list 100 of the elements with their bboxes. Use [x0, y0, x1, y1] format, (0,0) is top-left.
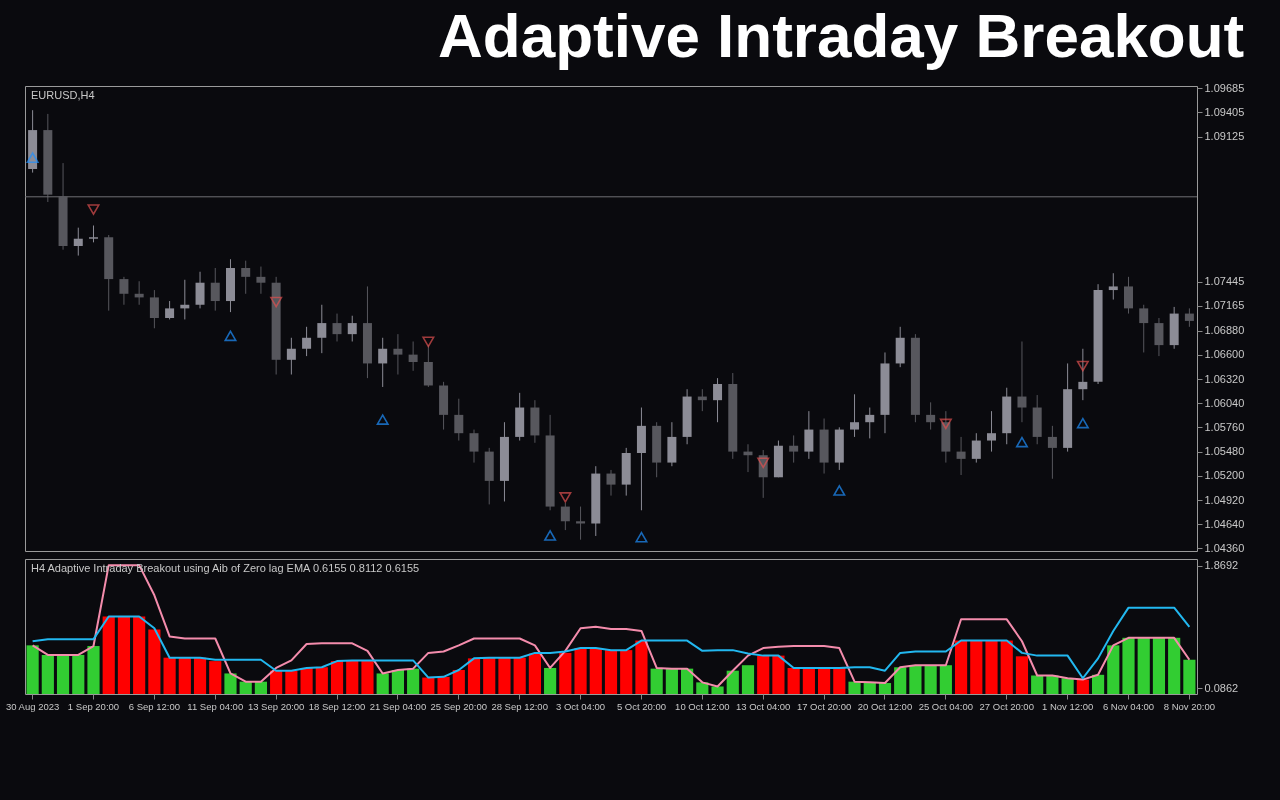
candlestick: [119, 276, 129, 306]
y-tick-label: 1.07445: [1204, 275, 1245, 288]
x-tick-label: 11 Sep 04:00: [187, 700, 244, 712]
x-tick-label: 3 Oct 04:00: [556, 700, 606, 712]
point: [939, 418, 952, 430]
line-series: [31, 606, 1191, 680]
bar: [87, 646, 100, 694]
candlestick: [971, 432, 981, 464]
point: [1015, 436, 1029, 448]
bar: [133, 616, 146, 694]
bar: [26, 645, 39, 694]
candlestick: [1108, 272, 1118, 301]
x-tick-label: 1 Nov 12:00: [1042, 700, 1094, 712]
candlestick: [560, 502, 570, 531]
bar: [254, 681, 268, 694]
y-tick-label: 1.06320: [1204, 372, 1245, 385]
annotation: EURUSD,H4: [31, 89, 95, 101]
bar: [1137, 637, 1150, 694]
candlestick: [286, 337, 296, 376]
bar: [300, 667, 313, 694]
candlestick: [1047, 425, 1057, 480]
point: [26, 152, 39, 164]
bar: [772, 655, 785, 694]
candlestick: [1124, 276, 1134, 315]
bar: [665, 668, 678, 694]
candlestick: [256, 266, 266, 295]
bar: [726, 670, 739, 694]
candlestick: [850, 393, 860, 438]
bar: [361, 660, 374, 694]
y-tick-label: 0.0862: [1204, 681, 1239, 694]
bar: [467, 658, 481, 694]
bar: [833, 667, 846, 694]
bar: [848, 681, 861, 694]
x-tick-label: 8 Nov 20:00: [1163, 700, 1216, 712]
bar: [117, 616, 131, 694]
candlestick: [149, 289, 159, 329]
point: [422, 336, 435, 348]
candlestick: [804, 410, 814, 460]
candlestick: [165, 300, 175, 320]
candlestick: [1184, 307, 1194, 328]
bar: [315, 667, 328, 694]
y-tick-label: 1.04360: [1204, 541, 1245, 554]
point: [224, 330, 237, 342]
candlestick: [393, 333, 403, 376]
bar: [620, 650, 633, 694]
bar: [604, 650, 618, 694]
bar: [681, 668, 694, 694]
y-tick-label: 1.06600: [1204, 348, 1245, 361]
x-tick-label: 1 Sep 20:00: [67, 700, 120, 712]
bar: [802, 667, 815, 694]
point: [376, 414, 389, 425]
candlestick: [606, 469, 616, 497]
bar: [239, 681, 252, 694]
bar: [559, 652, 572, 694]
chart-title: Adaptive Intraday Breakout: [438, 0, 1245, 70]
candlestick: [73, 227, 83, 257]
candlestick: [713, 377, 723, 423]
y-tick-label: 1.09685: [1204, 81, 1245, 94]
bar: [954, 640, 968, 694]
x-tick-label: 17 Oct 20:00: [796, 700, 852, 712]
bar: [787, 667, 800, 694]
bar: [437, 676, 450, 694]
bar: [939, 665, 952, 694]
x-tick-label: 13 Sep 20:00: [247, 700, 305, 712]
x-tick-label: 6 Sep 12:00: [128, 700, 180, 712]
bar: [163, 657, 176, 694]
bar: [513, 657, 526, 694]
bar: [452, 670, 465, 694]
bar: [1076, 679, 1089, 694]
bar: [711, 686, 724, 694]
bar: [894, 667, 907, 694]
y-tick-label: 1.07165: [1204, 299, 1245, 312]
bar: [757, 655, 770, 694]
x-tick-label: 30 Aug 2023: [5, 700, 60, 712]
bar: [696, 682, 709, 694]
y-tick-label: 1.04640: [1204, 517, 1245, 530]
bar: [1091, 674, 1105, 694]
point: [1076, 360, 1089, 372]
bar: [970, 640, 983, 694]
point: [544, 530, 557, 541]
x-tick-label: 25 Oct 04:00: [918, 700, 974, 712]
x-tick-label: 20 Oct 12:00: [857, 700, 913, 712]
bar: [1015, 656, 1029, 694]
point: [833, 485, 846, 496]
point: [559, 492, 572, 503]
bar: [528, 653, 541, 694]
candlestick: [408, 340, 418, 372]
y-tick-label: 1.05760: [1204, 420, 1245, 433]
candlestick: [576, 506, 586, 541]
bar: [178, 657, 191, 694]
bar: [878, 683, 892, 694]
bar: [498, 657, 511, 694]
candlestick: [1078, 348, 1088, 401]
candlestick: [210, 267, 220, 312]
bar: [741, 665, 755, 694]
bar: [346, 660, 359, 694]
bar: [1107, 645, 1120, 694]
bar: [330, 661, 344, 694]
y-tick-label: 1.04920: [1204, 493, 1245, 506]
y-tick-label: 1.8692: [1204, 559, 1239, 572]
